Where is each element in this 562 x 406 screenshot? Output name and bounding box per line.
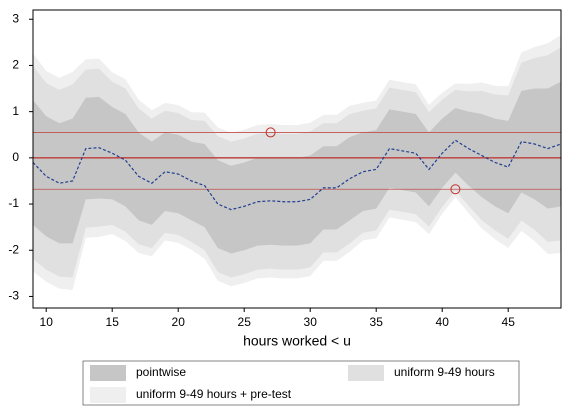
y-tick-label: 3 — [12, 11, 19, 25]
y-tick-label: -1 — [8, 196, 19, 210]
legend-label: uniform 9-49 hours + pre-test — [136, 387, 292, 401]
y-tick-label: 1 — [12, 104, 19, 118]
x-tick-label: 20 — [172, 315, 186, 329]
x-tick-label: 40 — [436, 315, 450, 329]
legend-label: pointwise — [136, 365, 186, 379]
legend-swatch — [90, 365, 126, 381]
legend-label: uniform 9-49 hours — [394, 365, 495, 379]
legend-swatch — [90, 387, 126, 403]
x-tick-label: 15 — [106, 315, 120, 329]
marker — [265, 127, 276, 138]
y-tick-label: 0 — [12, 150, 19, 164]
x-tick-label: 35 — [370, 315, 384, 329]
x-tick-label: 25 — [238, 315, 252, 329]
x-tick-label: 10 — [40, 315, 54, 329]
estimate-line — [32, 139, 562, 211]
x-tick-label: 30 — [304, 315, 318, 329]
marker — [450, 184, 461, 195]
x-axis-label: hours worked < u — [243, 333, 351, 349]
plot-frame — [32, 9, 562, 309]
y-tick-label: -3 — [8, 289, 19, 303]
legend-swatch — [348, 365, 384, 381]
y-tick-label: 2 — [12, 58, 19, 72]
x-tick-label: 45 — [502, 315, 516, 329]
legend-box — [82, 360, 520, 406]
band — [33, 81, 561, 254]
y-tick-label: -2 — [8, 242, 19, 256]
